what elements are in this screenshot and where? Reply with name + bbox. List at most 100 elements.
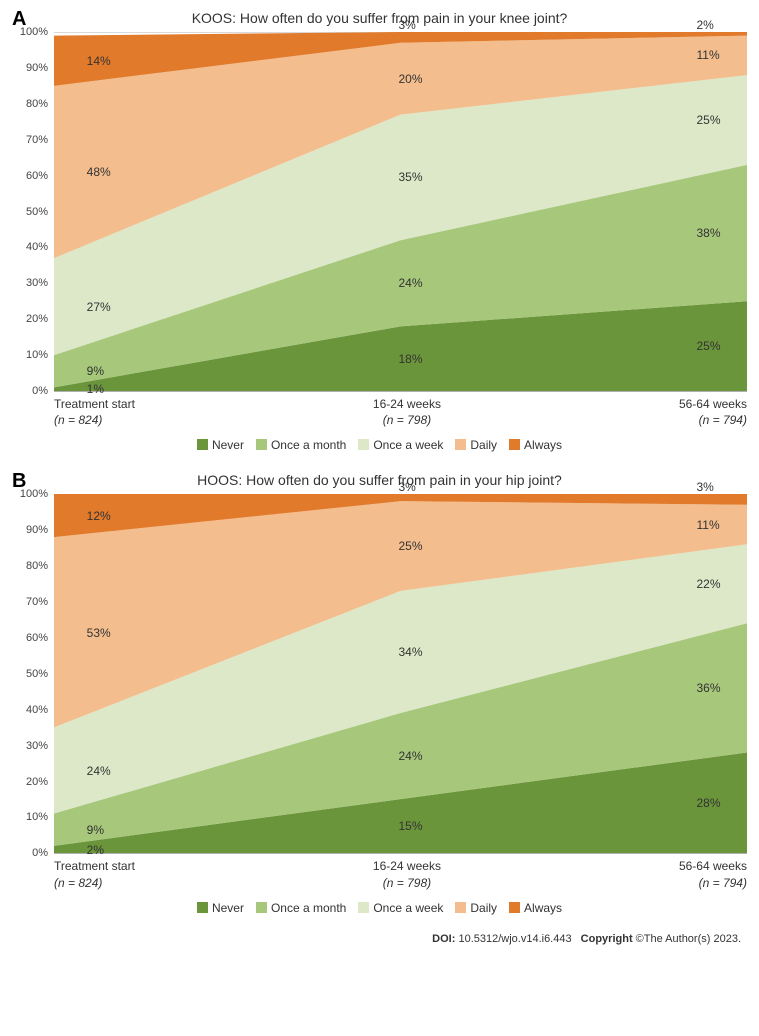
x-axis-label: 16-24 weeks <box>373 396 441 412</box>
y-axis-label: 70% <box>12 596 48 608</box>
legend-label: Once a month <box>271 901 346 915</box>
legend-label: Once a week <box>373 901 443 915</box>
data-label: 3% <box>399 18 416 32</box>
chart-title: HOOS: How often do you suffer from pain … <box>12 470 747 488</box>
legend-swatch <box>455 439 466 450</box>
y-axis-label: 50% <box>12 668 48 680</box>
y-axis-label: 80% <box>12 98 48 110</box>
figure-footer: DOI: 10.5312/wjo.v14.i6.443 Copyright ©T… <box>12 933 747 945</box>
x-axis-label: 16-24 weeks <box>373 858 441 874</box>
data-label: 9% <box>87 364 104 378</box>
data-label: 2% <box>696 18 713 32</box>
legend-item: Always <box>509 901 562 915</box>
chart-area-wrap: 0%10%20%30%40%50%60%70%80%90%100%1%18%25… <box>12 32 747 392</box>
legend-swatch <box>197 902 208 913</box>
y-axis-label: 50% <box>12 206 48 218</box>
data-label: 1% <box>87 382 104 396</box>
data-label: 24% <box>399 276 423 290</box>
y-axis-label: 30% <box>12 277 48 289</box>
legend-label: Always <box>524 438 562 452</box>
y-axis-label: 0% <box>12 385 48 397</box>
data-label: 28% <box>696 796 720 810</box>
legend-item: Never <box>197 901 244 915</box>
legend-label: Never <box>212 438 244 452</box>
legend-swatch <box>455 902 466 913</box>
y-axis-label: 20% <box>12 313 48 325</box>
x-axis-label: 56-64 weeks <box>679 396 747 412</box>
data-label: 25% <box>399 539 423 553</box>
chart-area: 0%10%20%30%40%50%60%70%80%90%100%2%15%28… <box>54 494 747 854</box>
data-label: 48% <box>87 165 111 179</box>
legend-item: Always <box>509 438 562 452</box>
x-axis: Treatment start(n = 824)16-24 weeks(n = … <box>12 858 747 890</box>
y-axis-label: 10% <box>12 349 48 361</box>
data-label: 25% <box>696 339 720 353</box>
data-label: 18% <box>399 352 423 366</box>
y-axis-label: 60% <box>12 170 48 182</box>
legend-swatch <box>358 439 369 450</box>
x-axis-label: 56-64 weeks <box>679 858 747 874</box>
x-axis-n: (n = 794) <box>679 875 747 891</box>
data-label: 20% <box>399 72 423 86</box>
data-label: 25% <box>696 113 720 127</box>
data-label: 38% <box>696 226 720 240</box>
legend-swatch <box>256 902 267 913</box>
x-axis-n: (n = 798) <box>373 412 441 428</box>
data-label: 3% <box>696 480 713 494</box>
chart-panel: AKOOS: How often do you suffer from pain… <box>12 8 747 452</box>
legend-swatch <box>509 902 520 913</box>
y-axis-label: 0% <box>12 847 48 859</box>
y-axis-label: 10% <box>12 811 48 823</box>
data-label: 11% <box>696 518 719 532</box>
data-label: 12% <box>87 509 111 523</box>
doi-label: DOI: <box>432 933 455 945</box>
y-axis-label: 20% <box>12 776 48 788</box>
legend-item: Once a month <box>256 438 346 452</box>
legend-label: Daily <box>470 901 497 915</box>
data-label: 2% <box>87 843 104 857</box>
legend-item: Once a week <box>358 901 443 915</box>
x-axis-n: (n = 824) <box>54 412 135 428</box>
x-axis-n: (n = 794) <box>679 412 747 428</box>
y-axis-label: 60% <box>12 632 48 644</box>
legend-label: Always <box>524 901 562 915</box>
legend-swatch <box>256 439 267 450</box>
data-label: 11% <box>696 48 719 62</box>
data-label: 14% <box>87 54 111 68</box>
data-label: 27% <box>87 300 111 314</box>
data-label: 35% <box>399 170 423 184</box>
legend-item: Never <box>197 438 244 452</box>
y-axis-label: 40% <box>12 704 48 716</box>
y-axis-label: 90% <box>12 62 48 74</box>
x-axis-category: Treatment start(n = 824) <box>54 858 135 890</box>
data-label: 22% <box>696 577 720 591</box>
chart-area: 0%10%20%30%40%50%60%70%80%90%100%1%18%25… <box>54 32 747 392</box>
data-label: 24% <box>399 749 423 763</box>
y-axis-label: 90% <box>12 524 48 536</box>
legend-swatch <box>197 439 208 450</box>
x-axis-category: 56-64 weeks(n = 794) <box>679 858 747 890</box>
x-axis-category: 16-24 weeks(n = 798) <box>373 396 441 428</box>
x-axis: Treatment start(n = 824)16-24 weeks(n = … <box>12 396 747 428</box>
x-axis-n: (n = 824) <box>54 875 135 891</box>
legend-label: Daily <box>470 438 497 452</box>
x-axis-category: 56-64 weeks(n = 794) <box>679 396 747 428</box>
chart-title: KOOS: How often do you suffer from pain … <box>12 8 747 26</box>
legend-item: Once a month <box>256 901 346 915</box>
legend-item: Daily <box>455 901 497 915</box>
copyright-label: Copyright <box>578 933 633 945</box>
legend-item: Daily <box>455 438 497 452</box>
stacked-area-layer <box>54 32 747 391</box>
y-axis-label: 40% <box>12 241 48 253</box>
data-label: 34% <box>399 645 423 659</box>
data-label: 53% <box>87 626 111 640</box>
x-axis-n: (n = 798) <box>373 875 441 891</box>
x-axis-category: Treatment start(n = 824) <box>54 396 135 428</box>
y-axis-label: 100% <box>12 26 48 38</box>
y-axis-label: 30% <box>12 740 48 752</box>
y-axis-label: 80% <box>12 560 48 572</box>
legend-label: Never <box>212 901 244 915</box>
legend-label: Once a month <box>271 438 346 452</box>
chart-panel: BHOOS: How often do you suffer from pain… <box>12 470 747 914</box>
legend: Never Once a month Once a week Daily Always <box>12 901 747 915</box>
